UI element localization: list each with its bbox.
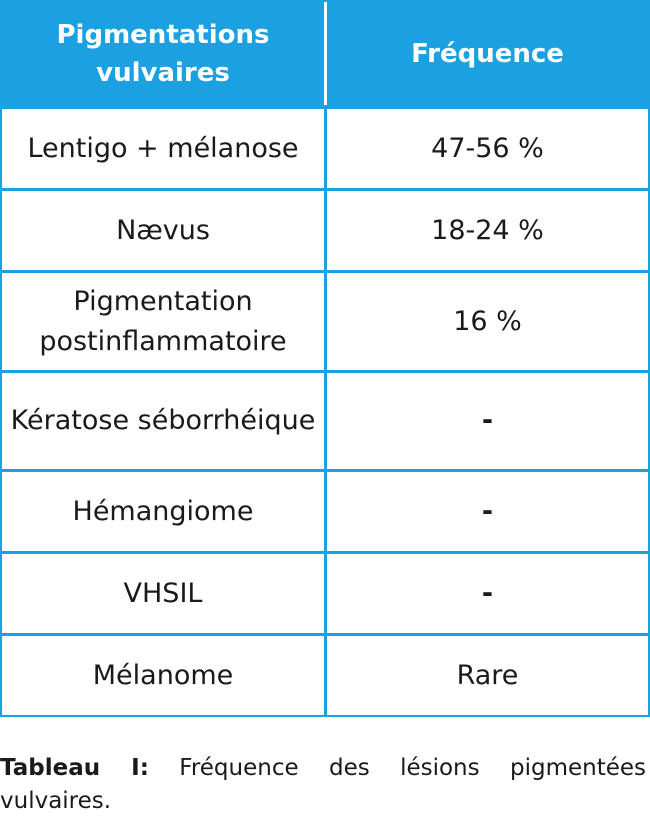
lesion-cell: Nævus	[2, 188, 327, 270]
lesion-cell: VHSIL	[2, 551, 327, 633]
lesion-cell: Hémangiome	[2, 469, 327, 551]
table-row: Mélanome Rare	[2, 633, 648, 715]
column-header-frequence: Fréquence	[327, 2, 648, 105]
table-row: Pigmentation postinflammatoire 16 %	[2, 270, 648, 370]
lesion-cell: Pigmentation postinflammatoire	[2, 270, 327, 370]
table-row: VHSIL -	[2, 551, 648, 633]
frequency-table: Pigmentations vulvaires Fréquence Lentig…	[2, 2, 648, 715]
frequency-table-frame: Pigmentations vulvaires Fréquence Lentig…	[0, 0, 650, 717]
table-row: Lentigo + mélanose 47-56 %	[2, 105, 648, 188]
table-row: Kératose séborrhéique -	[2, 370, 648, 469]
frequency-cell: 18-24 %	[327, 188, 648, 270]
lesion-cell: Lentigo + mélanose	[2, 105, 327, 188]
table-header-row: Pigmentations vulvaires Fréquence	[2, 2, 648, 105]
table-row: Nævus 18-24 %	[2, 188, 648, 270]
frequency-cell: 47-56 %	[327, 105, 648, 188]
frequency-cell: -	[327, 469, 648, 551]
column-header-pigmentations: Pigmentations vulvaires	[2, 2, 327, 105]
lesion-cell: Mélanome	[2, 633, 327, 715]
caption-text: Fréquence des lésions pigmentées vulvair…	[0, 755, 646, 814]
frequency-cell: -	[327, 551, 648, 633]
caption-label: Tableau I:	[0, 755, 149, 781]
frequency-cell: Rare	[327, 633, 648, 715]
table-row: Hémangiome -	[2, 469, 648, 551]
frequency-cell: -	[327, 370, 648, 469]
table-caption: Tableau I: Fréquence des lésions pigment…	[0, 752, 646, 818]
frequency-cell: 16 %	[327, 270, 648, 370]
lesion-cell: Kératose séborrhéique	[2, 370, 327, 469]
